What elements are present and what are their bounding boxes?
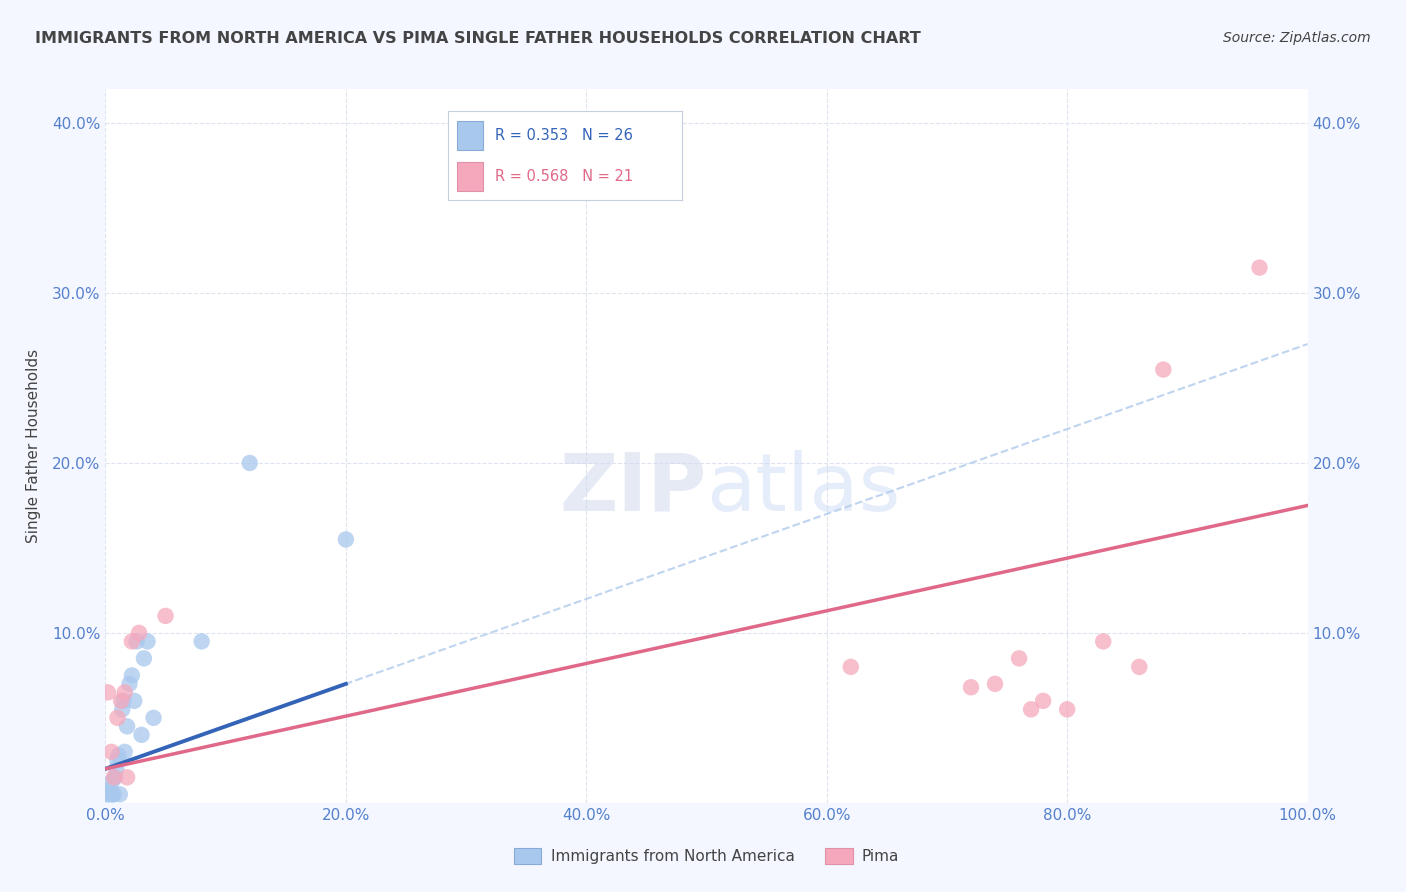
- Point: [97, 685, 120, 699]
- Point: [132, 651, 155, 665]
- Point: [121, 668, 143, 682]
- Text: ZIP: ZIP: [560, 450, 707, 528]
- Point: [100, 745, 122, 759]
- Point: [1092, 634, 1115, 648]
- Point: [190, 634, 212, 648]
- Point: [108, 787, 131, 801]
- Point: [118, 677, 141, 691]
- Point: [1128, 660, 1150, 674]
- Point: [101, 787, 124, 801]
- Point: [839, 660, 862, 674]
- Point: [110, 694, 132, 708]
- Point: [98, 787, 121, 801]
- Text: R = 0.568   N = 21: R = 0.568 N = 21: [495, 169, 633, 184]
- Point: [124, 694, 146, 708]
- Point: [1032, 694, 1054, 708]
- Point: [112, 694, 135, 708]
- Point: [107, 753, 129, 767]
- FancyBboxPatch shape: [457, 162, 484, 191]
- Point: [155, 608, 177, 623]
- Point: [107, 748, 129, 763]
- Point: [104, 770, 127, 784]
- Point: [335, 533, 357, 547]
- Point: [125, 634, 148, 648]
- Point: [1249, 260, 1271, 275]
- Point: [97, 787, 120, 801]
- FancyBboxPatch shape: [457, 121, 484, 150]
- Point: [1056, 702, 1078, 716]
- Point: [114, 745, 136, 759]
- Point: [105, 762, 128, 776]
- Point: [103, 770, 125, 784]
- Point: [131, 728, 153, 742]
- Point: [121, 634, 143, 648]
- Point: [960, 680, 983, 694]
- Point: [111, 702, 134, 716]
- Point: [115, 719, 138, 733]
- Text: IMMIGRANTS FROM NORTH AMERICA VS PIMA SINGLE FATHER HOUSEHOLDS CORRELATION CHART: IMMIGRANTS FROM NORTH AMERICA VS PIMA SI…: [35, 31, 921, 46]
- Legend: Immigrants from North America, Pima: Immigrants from North America, Pima: [508, 842, 905, 870]
- Point: [1152, 362, 1174, 376]
- Point: [115, 770, 138, 784]
- Text: atlas: atlas: [707, 450, 901, 528]
- Point: [114, 685, 136, 699]
- Text: R = 0.353   N = 26: R = 0.353 N = 26: [495, 128, 633, 143]
- Point: [136, 634, 159, 648]
- Point: [1019, 702, 1042, 716]
- Point: [1008, 651, 1031, 665]
- Point: [103, 787, 125, 801]
- Point: [100, 775, 122, 789]
- Point: [142, 711, 165, 725]
- Point: [984, 677, 1007, 691]
- Point: [107, 711, 129, 725]
- Point: [98, 782, 121, 797]
- Point: [128, 626, 150, 640]
- Y-axis label: Single Father Households: Single Father Households: [25, 349, 41, 543]
- Point: [239, 456, 262, 470]
- Text: Source: ZipAtlas.com: Source: ZipAtlas.com: [1223, 31, 1371, 45]
